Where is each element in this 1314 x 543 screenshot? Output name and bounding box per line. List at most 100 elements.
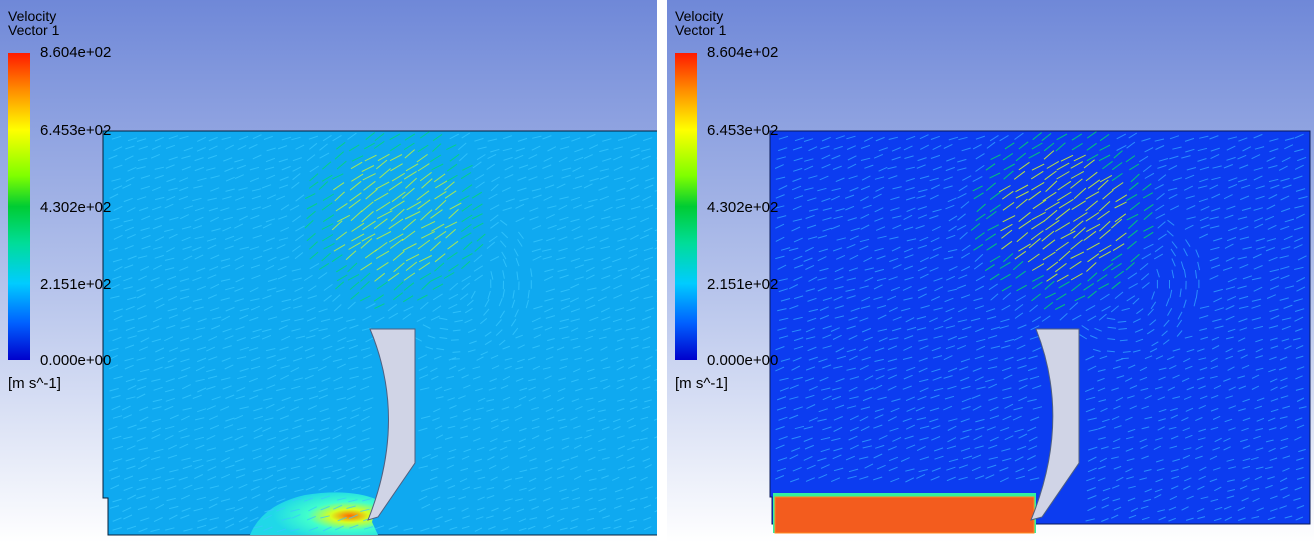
velocity-vector-arrow (514, 416, 523, 421)
velocity-vector-arrow (1210, 264, 1221, 269)
velocity-vector-arrow (602, 138, 612, 142)
velocity-vector-arrow (1242, 275, 1253, 280)
velocity-vector-arrow (929, 254, 939, 260)
velocity-vector-arrow (233, 236, 243, 242)
velocity-vector-arrow (654, 378, 657, 381)
velocity-vector-arrow (1281, 207, 1291, 213)
velocity-vector-arrow (1141, 282, 1150, 289)
velocity-vector-arrow (805, 336, 816, 340)
velocity-vector-arrow (468, 328, 477, 333)
velocity-vector-arrow (1279, 477, 1288, 483)
velocity-vector-arrow (483, 308, 490, 316)
velocity-vector-arrow (418, 427, 428, 432)
velocity-vector-arrow (207, 294, 218, 299)
velocity-vector-arrow (336, 160, 347, 170)
velocity-vector-arrow (305, 354, 316, 359)
velocity-vector-arrow (137, 426, 147, 430)
velocity-vector-arrow (961, 147, 971, 152)
velocity-vector-arrow (239, 346, 250, 351)
velocity-vector-arrow (1111, 253, 1123, 262)
velocity-vector-arrow (973, 262, 983, 270)
velocity-vector-arrow (804, 444, 814, 450)
velocity-vector-arrow (138, 477, 149, 482)
velocity-vector-arrow (888, 175, 898, 180)
velocity-vector-arrow (432, 143, 442, 152)
velocity-vector-arrow (616, 338, 625, 342)
velocity-vector-arrow (892, 264, 902, 269)
velocity-vector-arrow (1223, 164, 1233, 169)
velocity-vector-arrow (1212, 447, 1220, 451)
velocity-vector-arrow (1210, 407, 1219, 412)
velocity-vector-arrow (376, 231, 392, 240)
velocity-vector-arrow (337, 214, 351, 223)
velocity-vector-arrow (491, 176, 501, 183)
velocity-vector-arrow (957, 192, 967, 199)
velocity-vector-arrow (919, 437, 929, 441)
velocity-vector-arrow (1269, 457, 1278, 461)
velocity-vector-arrow (1044, 170, 1057, 181)
velocity-vector-arrow (1170, 485, 1179, 490)
velocity-vector-arrow (1087, 272, 1098, 282)
velocity-vector-arrow (1237, 337, 1246, 342)
velocity-vector-arrow (946, 445, 957, 450)
velocity-vector-arrow (531, 145, 541, 151)
velocity-vector-arrow (822, 426, 832, 431)
velocity-vector-arrow (602, 526, 611, 530)
velocity-vector-arrow (1197, 261, 1201, 271)
velocity-vector-arrow (1125, 262, 1135, 271)
velocity-vector-arrow (987, 464, 997, 469)
velocity-vector-arrow (847, 217, 857, 221)
velocity-vector-arrow (929, 177, 939, 182)
velocity-vector-arrow (849, 235, 859, 241)
velocity-vector-arrow (556, 407, 564, 412)
velocity-vector-arrow (820, 464, 830, 469)
velocity-vector-arrow (253, 426, 263, 433)
velocity-vector-arrow (547, 205, 557, 209)
velocity-vector-arrow (137, 315, 148, 320)
velocity-vector-arrow (545, 428, 554, 432)
velocity-vector-arrow (1284, 285, 1295, 289)
velocity-vector-arrow (321, 174, 333, 182)
velocity-vector-arrow (850, 227, 860, 232)
velocity-vector-arrow (586, 133, 596, 139)
velocity-vector-arrow (803, 426, 814, 430)
velocity-vector-arrow (430, 154, 442, 163)
velocity-vector-arrow (1070, 170, 1085, 179)
velocity-vector-arrow (225, 176, 235, 182)
velocity-vectors (774, 131, 1308, 522)
velocity-vector-arrow (1041, 133, 1052, 142)
velocity-vector-arrow (835, 135, 845, 140)
velocity-vector-arrow (654, 247, 657, 250)
velocity-vector-arrow (1134, 328, 1144, 333)
velocity-vector-arrow (846, 325, 856, 330)
velocity-vector-arrow (502, 135, 513, 140)
velocity-vector-arrow (168, 505, 179, 510)
velocity-vector-arrow (1097, 179, 1109, 190)
legend-tick-max: 8.604e+02 (707, 44, 779, 61)
velocity-vector-arrow (1294, 316, 1304, 322)
velocity-vector-arrow (835, 378, 845, 383)
velocity-vector-arrow (919, 273, 929, 279)
velocity-vector-arrow (1250, 456, 1259, 461)
velocity-vector-arrow (1167, 187, 1178, 191)
velocity-vector-arrow (165, 397, 175, 402)
velocity-vector-arrow (833, 467, 844, 472)
velocity-vector-arrow (972, 367, 982, 372)
velocity-vector-arrow (1297, 156, 1307, 162)
velocity-vector-arrow (975, 426, 985, 431)
velocity-vector-arrow (1224, 243, 1234, 249)
velocity-vector-arrow (153, 517, 163, 523)
velocity-vector-arrow (601, 256, 611, 262)
velocity-vector-arrow (559, 146, 570, 150)
velocity-vector-arrow (402, 313, 412, 320)
velocity-vector-arrow (488, 387, 497, 391)
velocity-vector-arrow (960, 376, 970, 382)
velocity-vector-arrow (616, 435, 625, 439)
velocity-vector-arrow (308, 142, 318, 150)
velocity-vector-arrow (510, 318, 517, 327)
velocity-vectors (108, 131, 657, 533)
velocity-vector-arrow (335, 346, 345, 351)
velocity-vector-arrow (108, 328, 118, 332)
velocity-vector-arrow (1278, 165, 1288, 171)
velocity-vector-arrow (1195, 417, 1203, 422)
